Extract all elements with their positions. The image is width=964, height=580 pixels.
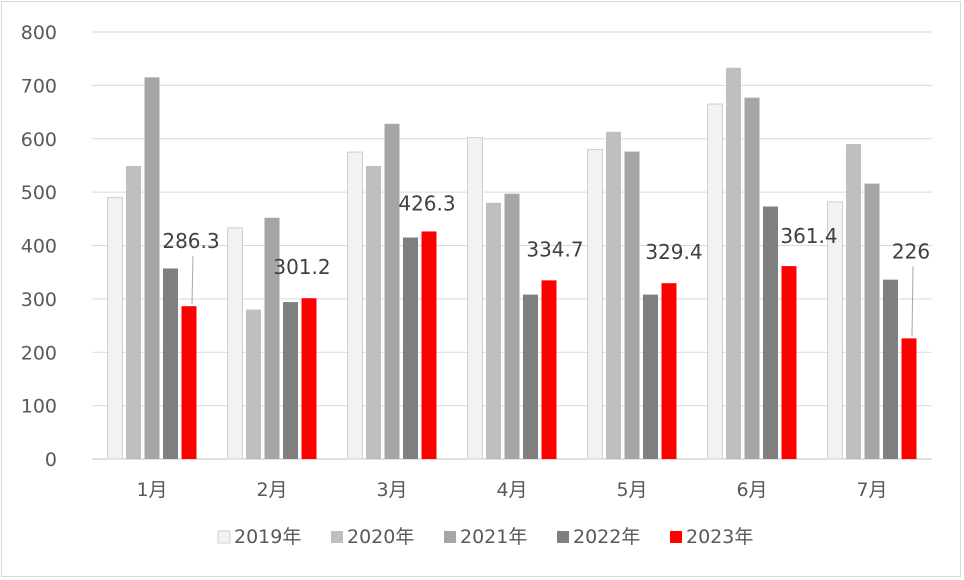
legend-label: 2023年 [686, 526, 753, 548]
y-tick-label: 400 [21, 236, 57, 258]
bar-2022年-6月 [763, 206, 778, 459]
bar-2022年-2月 [283, 302, 298, 459]
data-label: 361.4 [780, 224, 837, 248]
legend-swatch [217, 530, 231, 544]
bar-2019年-5月 [587, 148, 603, 460]
bar-2019年-4月 [467, 137, 483, 460]
bar-2020年-5月 [606, 131, 621, 459]
data-label: 426.3 [398, 191, 455, 215]
bar-2022年-1月 [163, 268, 178, 459]
legend-label: 2021年 [460, 526, 527, 548]
bar-2019年-6月 [707, 103, 723, 460]
x-tick-label: 1月 [136, 479, 167, 501]
bar-2020年-4月 [486, 202, 501, 460]
bar-2022年-7月 [883, 279, 898, 459]
legend-swatch [444, 531, 456, 543]
bar-2020年-7月 [846, 144, 861, 459]
bar-2021年-1月 [144, 77, 160, 460]
x-tick-label: 4月 [496, 479, 527, 501]
y-tick-label: 700 [21, 75, 57, 97]
bar-2022年-4月 [523, 294, 538, 459]
bar-2020年-6月 [726, 67, 741, 459]
bar-2020年-2月 [246, 309, 261, 459]
bar-2019年-1月 [107, 196, 123, 460]
bar-2020年-1月 [126, 165, 141, 459]
data-label: 301.2 [273, 255, 330, 279]
bar-2023年-1月 [181, 306, 197, 459]
y-tick-label: 300 [21, 289, 57, 311]
bar-2021年-4月 [504, 193, 520, 459]
y-tick-label: 500 [21, 182, 57, 204]
legend-swatch [557, 531, 569, 543]
data-label: 226 [892, 239, 930, 263]
x-tick-label: 7月 [856, 479, 887, 501]
bar-2023年-3月 [421, 231, 437, 459]
legend-label: 2020年 [347, 526, 414, 548]
bar-2022年-5月 [643, 294, 658, 459]
x-tick-label: 5月 [616, 479, 647, 501]
bar-2023年-6月 [781, 266, 797, 459]
bar-2023年-5月 [661, 283, 677, 459]
bar-2021年-3月 [384, 123, 400, 460]
data-label-leader [191, 256, 194, 305]
data-label: 334.7 [526, 237, 583, 261]
x-tick-label: 6月 [736, 479, 767, 501]
bar-2023年-7月 [901, 338, 917, 459]
y-tick-label: 0 [45, 449, 57, 471]
bar-2023年-2月 [301, 298, 317, 459]
bar-2019年-7月 [827, 201, 843, 460]
y-tick-label: 200 [21, 342, 57, 364]
legend-label: 2022年 [573, 526, 640, 548]
y-tick-label: 800 [21, 22, 57, 44]
bar-2023年-4月 [541, 280, 557, 459]
bar-2021年-6月 [744, 97, 760, 460]
bar-2019年-2月 [227, 227, 243, 460]
bar-2019年-3月 [347, 151, 363, 460]
bar-2022年-3月 [403, 237, 418, 459]
bar-2021年-5月 [624, 151, 640, 459]
bar-2020年-3月 [366, 165, 381, 459]
bar-2021年-2月 [264, 217, 280, 459]
legend-swatch [670, 531, 682, 543]
x-tick-label: 2月 [256, 479, 287, 501]
y-tick-label: 100 [21, 396, 57, 418]
x-tick-label: 3月 [376, 479, 407, 501]
legend-swatch [331, 531, 343, 543]
y-tick-label: 600 [21, 129, 57, 151]
data-label-leader [911, 266, 914, 337]
legend-label: 2019年 [234, 526, 301, 548]
bar-2021年-7月 [864, 183, 880, 459]
data-label: 286.3 [162, 229, 219, 253]
data-label: 329.4 [645, 240, 702, 264]
